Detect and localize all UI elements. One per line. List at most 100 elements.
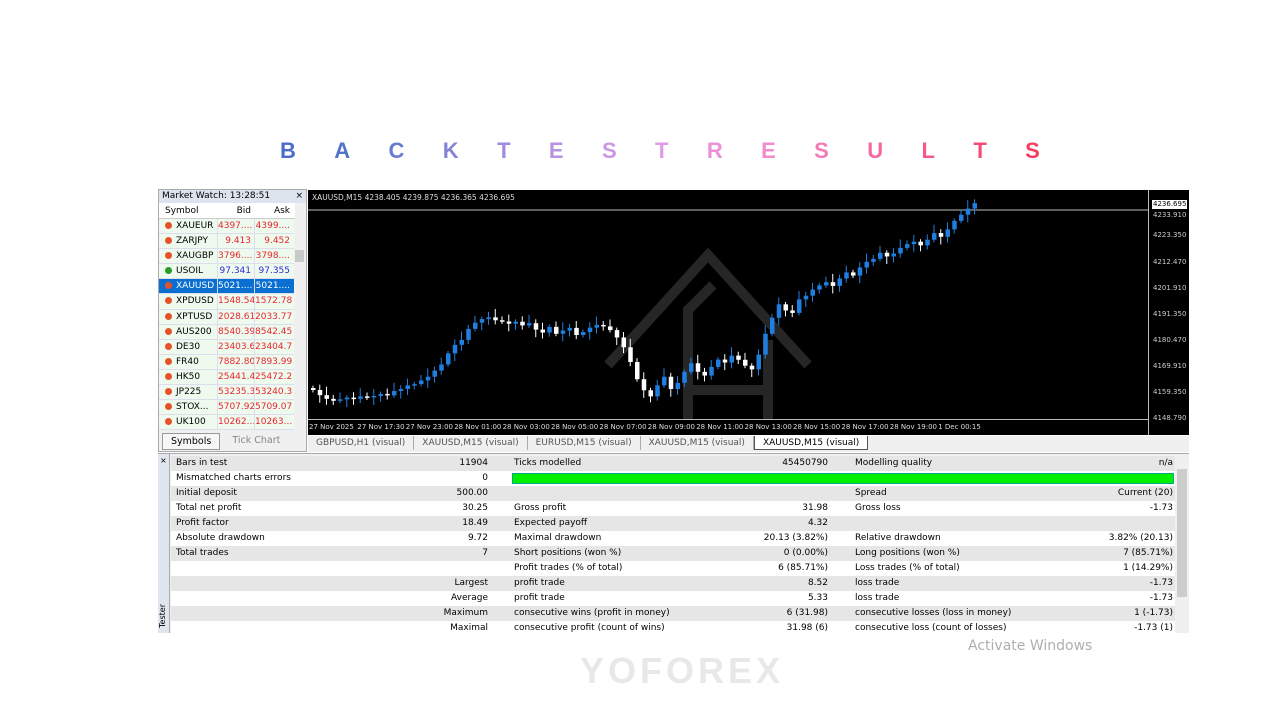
market-watch-row[interactable]: ZARJPY 9.413 9.452 (159, 234, 295, 250)
result-value: 4.32 (807, 518, 828, 528)
activate-windows-overlay: Activate Windows (968, 638, 1093, 654)
ask: 53240.3 (254, 385, 293, 400)
candle (527, 314, 532, 328)
result-value: 18.49 (462, 518, 488, 528)
col-symbol[interactable]: Symbol (165, 206, 199, 216)
result-label: Initial deposit (176, 488, 237, 498)
chart-tab[interactable]: XAUUSD,M15 (visual) (641, 436, 754, 450)
candle (830, 273, 836, 294)
market-watch-row[interactable]: XAUEUR 4397.... 4399.... (159, 219, 295, 235)
col-bid[interactable]: Bid (236, 206, 251, 216)
close-icon[interactable]: × (160, 456, 167, 465)
result-value: -1.73 (1149, 578, 1173, 588)
symbol-name: XAUGBP (176, 251, 214, 262)
symbol: XAUEUR (159, 219, 217, 233)
current-price-label: 4236.695 (1152, 200, 1188, 209)
results-row: Average profit trade 5.33 loss trade -1.73 (171, 591, 1175, 606)
chart-tab[interactable]: EURUSD,M15 (visual) (528, 436, 641, 450)
candle-body (446, 353, 451, 365)
candle (682, 369, 687, 388)
chart-tab[interactable]: XAUUSD,M15 (visual) (753, 436, 869, 450)
result-label: Total trades (176, 548, 229, 558)
ask: 23404.7 (254, 339, 293, 354)
result-label: Mismatched charts errors (176, 473, 291, 483)
market-watch-row[interactable]: FR40 7882.80 7893.99 (159, 354, 295, 370)
candle (614, 327, 620, 346)
ask: 8542.45 (254, 324, 293, 339)
result-label: Total net profit (176, 503, 242, 513)
results-row: Bars in test 11904 Ticks modelled 45450790 M… (171, 456, 1175, 471)
market-watch-row[interactable]: XPTUSD 2028.61 2033.77 (159, 309, 295, 325)
symbol: ZARJPY (159, 234, 217, 248)
candle-body (803, 295, 809, 300)
title-letter: T (655, 138, 669, 163)
market-watch-row[interactable]: XPDUSD 1548.54 1572.78 (159, 294, 295, 310)
candle (837, 274, 842, 292)
candle-body (614, 330, 620, 338)
chart-info: XAUUSD,M15 4238.405 4239.875 4236.365 42… (312, 193, 515, 202)
col-ask[interactable]: Ask (273, 206, 290, 216)
symbol: USOIL (159, 264, 217, 278)
candle (547, 324, 552, 337)
candle-body (911, 241, 917, 245)
market-watch-row[interactable]: XAUGBP 3796.... 3798.... (159, 249, 295, 265)
candle-body (898, 247, 903, 254)
candle-body (871, 258, 876, 262)
candle (405, 378, 410, 395)
candle-body (351, 397, 356, 400)
scroll-thumb[interactable] (1177, 469, 1187, 597)
candle (709, 360, 714, 380)
price-chart[interactable]: XAUUSD,M15 4238.405 4239.875 4236.365 42… (308, 190, 1189, 435)
result-value: 11904 (459, 458, 488, 468)
chart-tab[interactable]: GBPUSD,H1 (visual) (308, 436, 415, 450)
symbol-name: XAUUSD (176, 281, 215, 292)
market-watch-row[interactable]: HK50 25441.4 25472.2 (159, 369, 295, 386)
price-label: 4191.350 (1153, 309, 1187, 318)
candle (641, 372, 647, 398)
candle-body (716, 359, 721, 367)
arrow-down-icon (165, 312, 172, 320)
candle (324, 386, 329, 405)
candle (952, 218, 957, 234)
bid: 3796.... (217, 249, 254, 264)
results-row: Mismatched charts errors 0 (171, 471, 1175, 486)
result-value: n/a (1158, 458, 1173, 468)
chart-tabs: GBPUSD,H1 (visual) XAUUSD,M15 (visual) EUR… (308, 436, 1189, 452)
candle (790, 305, 795, 318)
candle (763, 325, 768, 359)
candle (533, 319, 539, 338)
arrow-down-icon (165, 403, 172, 411)
results-row: Initial deposit 500.00 Spread Current (20) (171, 486, 1175, 501)
result-value: 20.13 (3.82%) (763, 533, 828, 543)
close-icon[interactable]: × (295, 191, 303, 201)
symbol: XAUUSD (159, 279, 217, 293)
market-watch-row[interactable]: UK100 10262... 10263... (159, 415, 295, 431)
tester-results-panel: × Tester Bars in test 11904 Ticks modelled 4… (158, 453, 1189, 633)
market-watch-row[interactable]: JP225 53235.3 53240.3 (159, 385, 295, 401)
title-letter: K (442, 138, 459, 163)
candle-body (594, 324, 599, 328)
title-letter: A (334, 138, 351, 163)
candle-body (540, 329, 545, 333)
market-watch-row[interactable]: USOIL 97.341 97.355 (159, 264, 295, 280)
candle (749, 363, 755, 377)
result-label: profit trade (514, 578, 565, 588)
candle-body (837, 278, 842, 286)
price-label: 4180.470 (1153, 336, 1187, 345)
chart-tab[interactable]: XAUUSD,M15 (visual) (414, 436, 528, 450)
candle (520, 316, 525, 330)
scroll-thumb[interactable] (295, 250, 304, 262)
symbol: DE30 (159, 340, 217, 354)
market-watch-row[interactable]: XAUUSD 5021.... 5021.... (159, 279, 295, 295)
candle (655, 379, 660, 401)
tab-tick-chart[interactable]: Tick Chart (232, 435, 281, 446)
market-watch-row[interactable]: STOX... 5707.92 5709.07 (159, 400, 295, 416)
title-letter: E (761, 138, 776, 163)
market-watch-row[interactable]: DE30 23403.6 23404.7 (159, 339, 295, 355)
candle (662, 368, 667, 388)
market-watch-row[interactable]: AUS200 8540.39 8542.45 (159, 324, 295, 340)
market-watch-scrollbar[interactable] (294, 219, 305, 433)
results-scrollbar[interactable] (1175, 454, 1189, 633)
tab-symbols[interactable]: Symbols (162, 433, 221, 450)
candle-body (918, 241, 923, 246)
